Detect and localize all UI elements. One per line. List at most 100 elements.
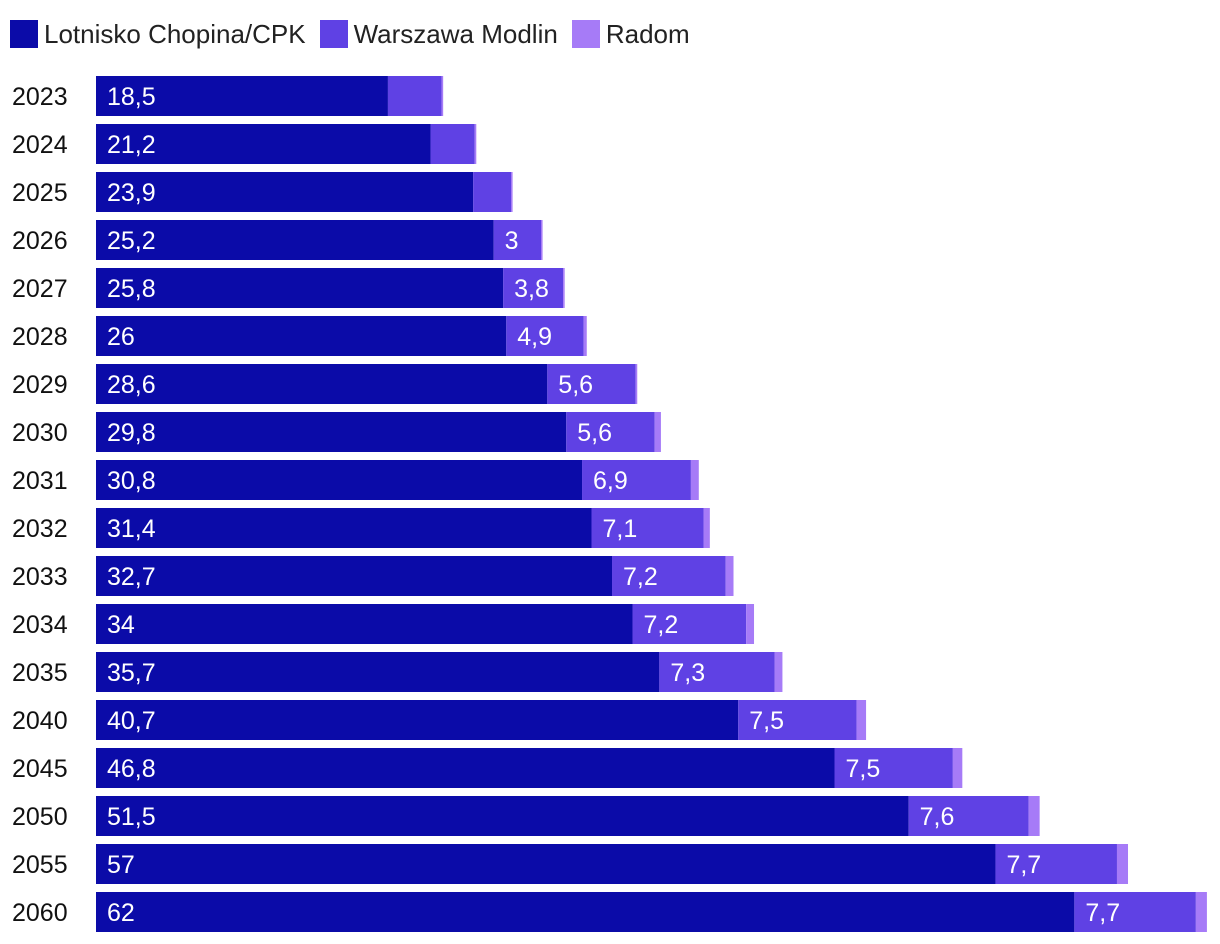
bar-segment-radom xyxy=(774,652,783,692)
legend-item: Lotnisko Chopina/CPK xyxy=(10,19,306,50)
data-label: 25,2 xyxy=(107,227,156,255)
legend-item: Radom xyxy=(571,18,690,50)
bar-segment-radom xyxy=(1116,844,1129,884)
data-label: 35,7 xyxy=(107,659,156,687)
year-label: 2034 xyxy=(12,611,68,639)
bar-segment-modlin xyxy=(503,268,564,308)
year-label: 2050 xyxy=(12,803,68,831)
bar-segment-modlin xyxy=(995,844,1117,884)
bar-segment-chopin xyxy=(96,748,835,788)
bar-segment-modlin xyxy=(387,76,442,116)
year-label: 2023 xyxy=(12,83,68,111)
data-label: 40,7 xyxy=(107,707,156,735)
legend-label: Lotnisko Chopina/CPK xyxy=(44,18,306,49)
data-label: 30,8 xyxy=(107,467,156,495)
year-label: 2028 xyxy=(12,323,68,351)
bar-segment-modlin xyxy=(547,364,636,404)
bar-segment-chopin xyxy=(96,460,583,500)
year-label: 2026 xyxy=(12,227,68,255)
bar-segment-radom xyxy=(690,460,699,500)
bar-segment-modlin xyxy=(493,220,541,260)
data-label: 7,2 xyxy=(644,611,679,639)
bar-segment-chopin xyxy=(96,220,494,260)
year-label: 2040 xyxy=(12,707,68,735)
data-label: 29,8 xyxy=(107,419,156,447)
year-label: 2024 xyxy=(12,131,68,159)
bar-segment-radom xyxy=(1028,796,1040,836)
bar-segment-chopin xyxy=(96,556,613,596)
legend-swatch xyxy=(571,20,600,48)
legend-label: Radom xyxy=(605,18,690,49)
bar-segment-radom xyxy=(583,316,587,356)
year-label: 2025 xyxy=(12,179,68,207)
bar-segment-radom xyxy=(474,124,477,164)
bar-segment-radom xyxy=(725,556,734,596)
bar-segment-chopin xyxy=(96,412,567,452)
bar-segment-radom xyxy=(856,700,867,740)
bar-segment-chopin xyxy=(96,604,633,644)
legend-label: Warszawa Modlin xyxy=(353,18,558,49)
data-label: 7,1 xyxy=(602,515,637,543)
legend-item: Warszawa Modlin xyxy=(319,18,558,50)
data-label: 21,2 xyxy=(107,131,156,159)
bar-segment-modlin xyxy=(632,604,747,644)
bar-segment-radom xyxy=(654,412,661,452)
bar-segment-chopin xyxy=(96,76,388,116)
bar-segment-radom xyxy=(540,220,543,260)
data-label: 7,7 xyxy=(1006,851,1041,879)
year-label: 2032 xyxy=(12,515,68,543)
bar-segment-chopin xyxy=(96,508,592,548)
bar-segment-modlin xyxy=(591,508,704,548)
bar-segment-radom xyxy=(441,76,444,116)
year-label: 2055 xyxy=(12,851,68,879)
bar-segment-chopin xyxy=(96,268,504,308)
data-label: 62 xyxy=(107,899,135,927)
data-label: 51,5 xyxy=(107,803,156,831)
data-label: 7,3 xyxy=(670,659,705,687)
data-label: 32,7 xyxy=(107,563,156,591)
data-label: 3 xyxy=(505,227,519,255)
bar-segment-modlin xyxy=(908,796,1029,836)
data-label: 28,6 xyxy=(107,371,156,399)
legend-swatch xyxy=(10,20,38,48)
bar-segment-modlin xyxy=(738,700,857,740)
data-label: 25,8 xyxy=(107,275,156,303)
bar-segment-chopin xyxy=(96,892,1075,932)
bar-segment-radom xyxy=(511,172,513,212)
bar-segment-modlin xyxy=(659,652,775,692)
data-label: 6,9 xyxy=(593,467,628,495)
legend-swatch xyxy=(319,20,348,48)
data-label: 23,9 xyxy=(107,179,156,207)
bar-segment-modlin xyxy=(566,412,655,452)
data-label: 7,2 xyxy=(623,563,658,591)
bar-segment-chopin xyxy=(96,844,996,884)
bar-segment-chopin xyxy=(96,796,909,836)
bar-segment-radom xyxy=(635,364,638,404)
bar-segment-chopin xyxy=(96,364,548,404)
year-label: 2031 xyxy=(12,467,68,495)
bar-segment-chopin xyxy=(96,700,739,740)
year-label: 2060 xyxy=(12,899,68,927)
data-label: 3,8 xyxy=(514,275,549,303)
bar-segment-radom xyxy=(746,604,755,644)
data-label: 57 xyxy=(107,851,135,879)
bar-segment-chopin xyxy=(96,652,660,692)
year-label: 2045 xyxy=(12,755,68,783)
data-label: 5,6 xyxy=(558,371,593,399)
year-label: 2027 xyxy=(12,275,68,303)
data-label: 18,5 xyxy=(107,83,156,111)
bar-segment-chopin xyxy=(96,316,507,356)
bar-segment-radom xyxy=(1195,892,1207,932)
year-label: 2035 xyxy=(12,659,68,687)
bar-segment-modlin xyxy=(473,172,512,212)
data-label: 4,9 xyxy=(517,323,552,351)
bar-segment-radom xyxy=(703,508,710,548)
data-label: 34 xyxy=(107,611,135,639)
bar-segment-modlin xyxy=(834,748,953,788)
data-label: 46,8 xyxy=(107,755,156,783)
chart-legend: Lotnisko Chopina/CPK Warszawa Modlin Radom xyxy=(10,16,704,52)
bar-segment-modlin xyxy=(612,556,726,596)
data-label: 31,4 xyxy=(107,515,156,543)
data-label: 7,6 xyxy=(920,803,955,831)
